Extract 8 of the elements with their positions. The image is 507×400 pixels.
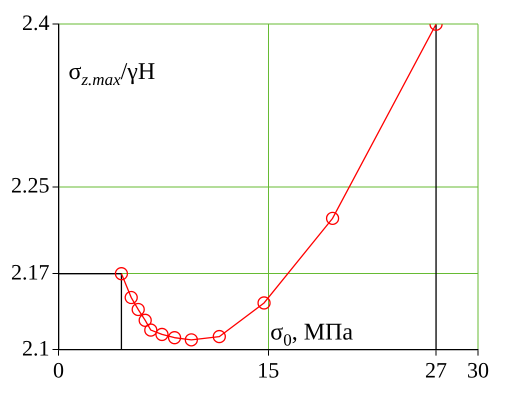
x-tick-label: 27 xyxy=(425,358,448,383)
x-tick-label: 30 xyxy=(467,358,489,383)
y-tick-label: 2.1 xyxy=(22,335,50,360)
y-tick-label: 2.25 xyxy=(11,172,50,198)
y-tick-label: 2.17 xyxy=(11,259,50,284)
x-tick-label: 15 xyxy=(257,358,280,383)
x-tick-label: 0 xyxy=(53,358,64,383)
y-tick-label: 2.4 xyxy=(22,10,50,35)
